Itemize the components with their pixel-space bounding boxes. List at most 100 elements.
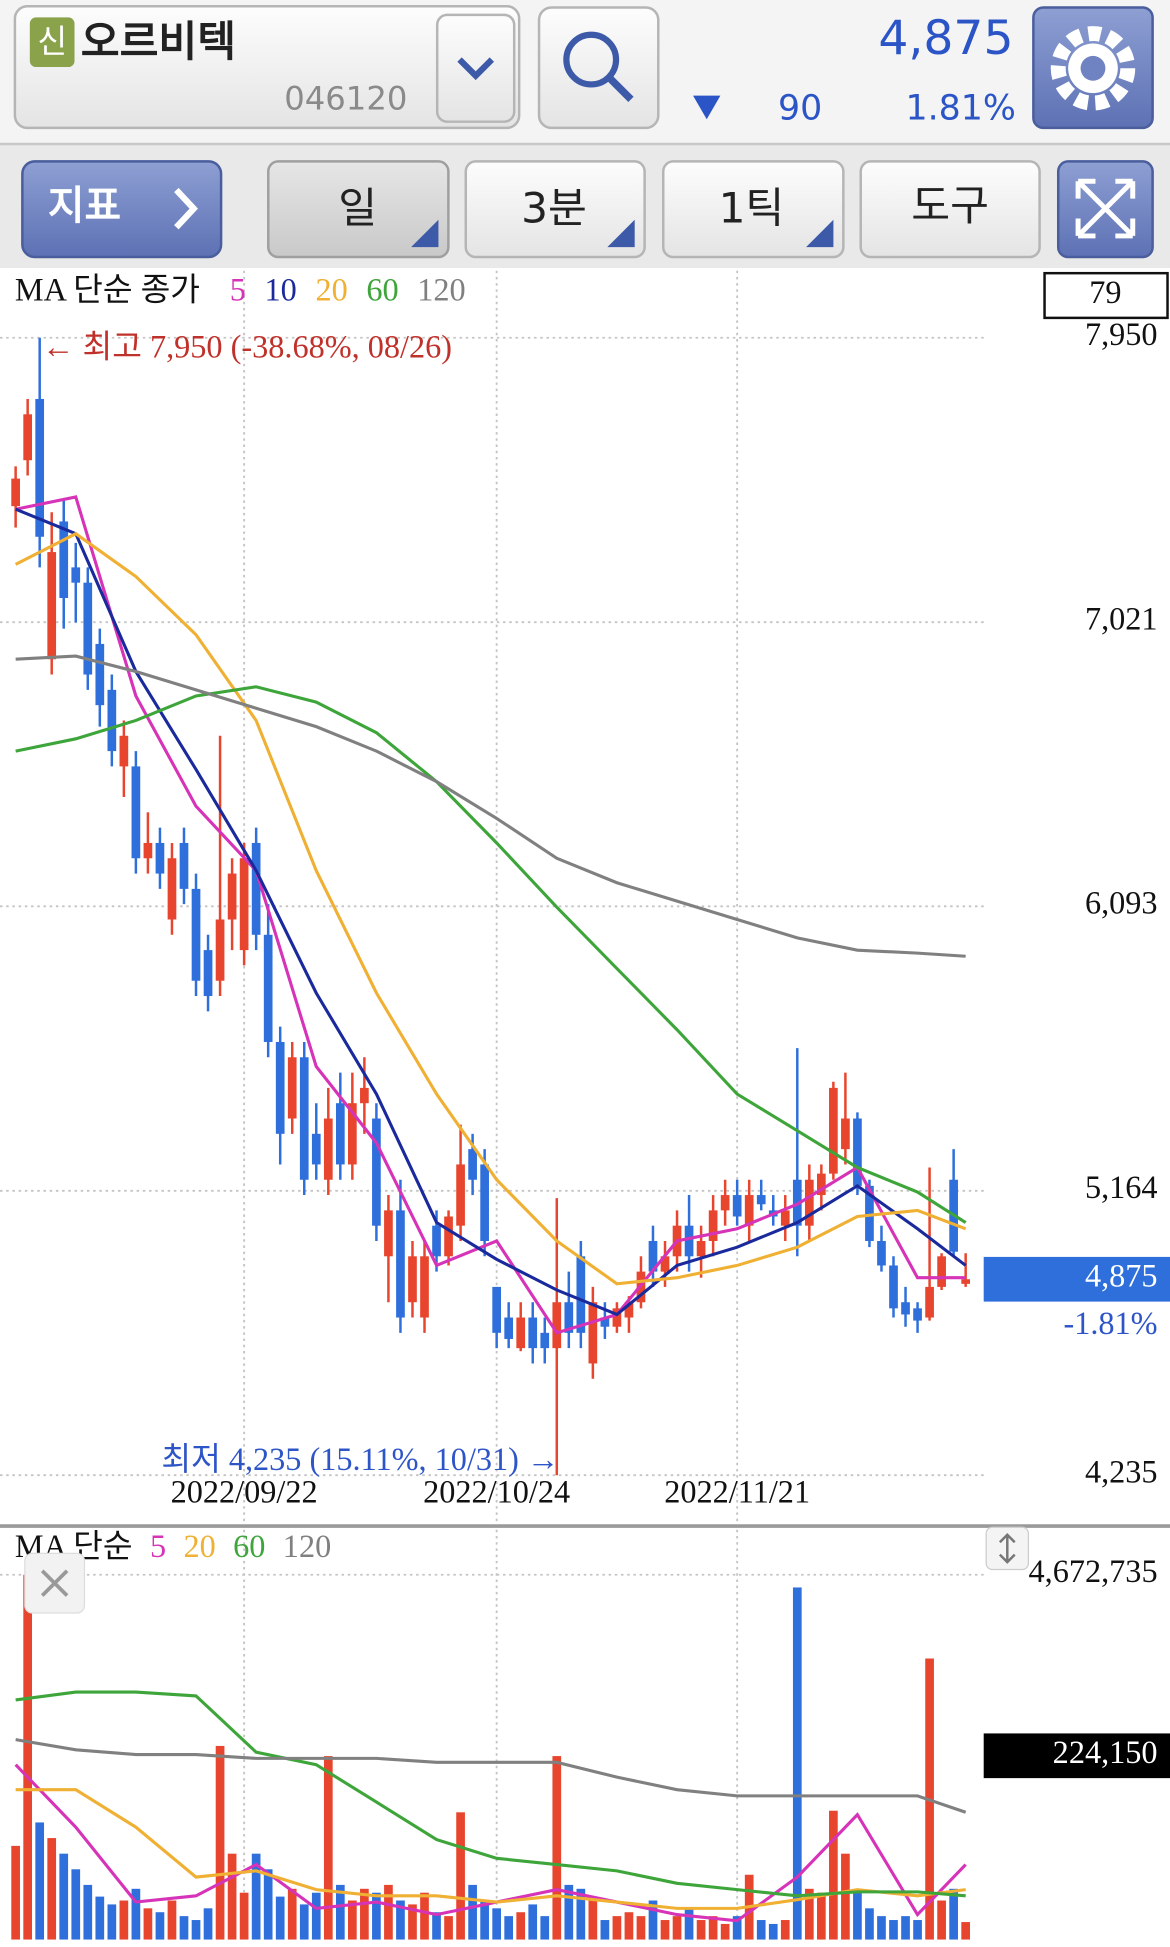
volume-bar [708, 1916, 718, 1940]
legend-entry: 20 [183, 1528, 215, 1564]
current-volume-label: 224,150 [1053, 1734, 1158, 1770]
period-button[interactable] [267, 160, 450, 259]
legend-entry: 10 [265, 271, 297, 307]
candle-body [251, 842, 261, 935]
x-tick-label: 2022/10/24 [423, 1473, 570, 1509]
legend-entry: 120 [283, 1528, 331, 1564]
candle-body [720, 1195, 730, 1211]
volume-bar [456, 1812, 465, 1940]
candle-body [877, 1240, 886, 1266]
ma-line [15, 685, 967, 1224]
volume-bar [696, 1920, 706, 1940]
candle-body [179, 842, 189, 889]
candle-body [119, 735, 129, 767]
volume-bar [588, 1900, 598, 1940]
search-button[interactable] [537, 6, 660, 130]
candle-body [408, 1256, 417, 1303]
x-tick-label: 2022/11/21 [664, 1473, 810, 1509]
volume-bar [119, 1900, 129, 1940]
tick-button[interactable] [662, 160, 845, 259]
volume-bar [528, 1904, 538, 1940]
price-change: 90 [778, 88, 822, 128]
y-tick-label: 6,093 [1085, 885, 1158, 921]
tick-label: 1틱 [719, 184, 785, 233]
volume-bar [672, 1916, 682, 1940]
volume-bar [468, 1884, 477, 1940]
volume-bar [636, 1916, 646, 1940]
candle-body [708, 1210, 718, 1241]
candle-body [648, 1240, 658, 1272]
candle-body [961, 1279, 971, 1284]
high-annotation: ← 최고 7,950 (-38.68%, 08/26) [42, 329, 452, 365]
candle-body [11, 478, 20, 507]
gear-hole [1080, 55, 1106, 81]
volume-bar [360, 1888, 369, 1940]
candle-body [588, 1302, 598, 1364]
volume-bar [780, 1920, 790, 1940]
dropdown-button[interactable] [435, 13, 516, 123]
indicator-label: 지표 [48, 183, 121, 229]
volume-bar [660, 1920, 670, 1940]
close-icon [40, 1569, 69, 1597]
candle-body [600, 1317, 610, 1327]
indicator-button[interactable] [21, 160, 223, 259]
volume-bar [131, 1888, 141, 1940]
candle-body [287, 1057, 297, 1119]
candle-body [865, 1185, 874, 1241]
last-price-tag [983, 1256, 1170, 1302]
volume-bar [323, 1756, 333, 1940]
volume-bar [732, 1916, 742, 1940]
volume-bar [480, 1900, 489, 1940]
volume-bar [552, 1756, 562, 1940]
volume-bar [516, 1912, 526, 1940]
candle-body [47, 552, 57, 660]
minute-button[interactable] [464, 160, 646, 259]
volume-bar [829, 1810, 838, 1940]
candle-body [829, 1087, 838, 1174]
candle-body [576, 1256, 586, 1333]
candle-body [540, 1332, 550, 1349]
volume-bar [348, 1900, 357, 1940]
volume-bar [59, 1853, 69, 1940]
volume-bar [215, 1745, 225, 1940]
candle-body [239, 858, 249, 951]
volume-bar [179, 1916, 189, 1940]
volume-bar [167, 1900, 177, 1940]
candle-body [432, 1225, 441, 1257]
volume-bar [83, 1884, 93, 1940]
badge-bg [29, 17, 75, 68]
ma-line [15, 654, 966, 958]
x-tick-label: 2022/09/22 [171, 1473, 318, 1509]
legend-entry: 60 [366, 271, 398, 307]
expand-icon [1075, 178, 1136, 239]
y-tick-label: 7,021 [1085, 601, 1158, 637]
candle-body [504, 1317, 514, 1339]
volume-bar [11, 1845, 20, 1940]
search-icon [563, 31, 620, 88]
candle-body [853, 1118, 862, 1186]
candle-body [552, 1302, 562, 1349]
volume-bar [299, 1904, 309, 1940]
candle-body [215, 919, 225, 981]
candle-body [612, 1308, 622, 1327]
candle-body [191, 888, 201, 981]
candle-body [444, 1216, 453, 1257]
volume-bar [372, 1892, 381, 1940]
volume-bar [107, 1904, 117, 1940]
corner-marker [411, 219, 439, 248]
stock-selector[interactable] [13, 4, 521, 130]
volume-bar [335, 1884, 345, 1940]
volume-bar [540, 1916, 550, 1940]
volume-bar [432, 1912, 441, 1940]
candle-body [804, 1179, 814, 1226]
volume-bar [251, 1853, 261, 1940]
volume-bar [612, 1916, 622, 1940]
legend-entry: 60 [233, 1528, 265, 1564]
tools-button[interactable] [859, 160, 1041, 259]
volume-bar [203, 1908, 213, 1940]
volume-bar [275, 1896, 285, 1940]
candle-body [901, 1302, 910, 1315]
candle-body [624, 1302, 634, 1318]
candle-body [420, 1256, 429, 1318]
